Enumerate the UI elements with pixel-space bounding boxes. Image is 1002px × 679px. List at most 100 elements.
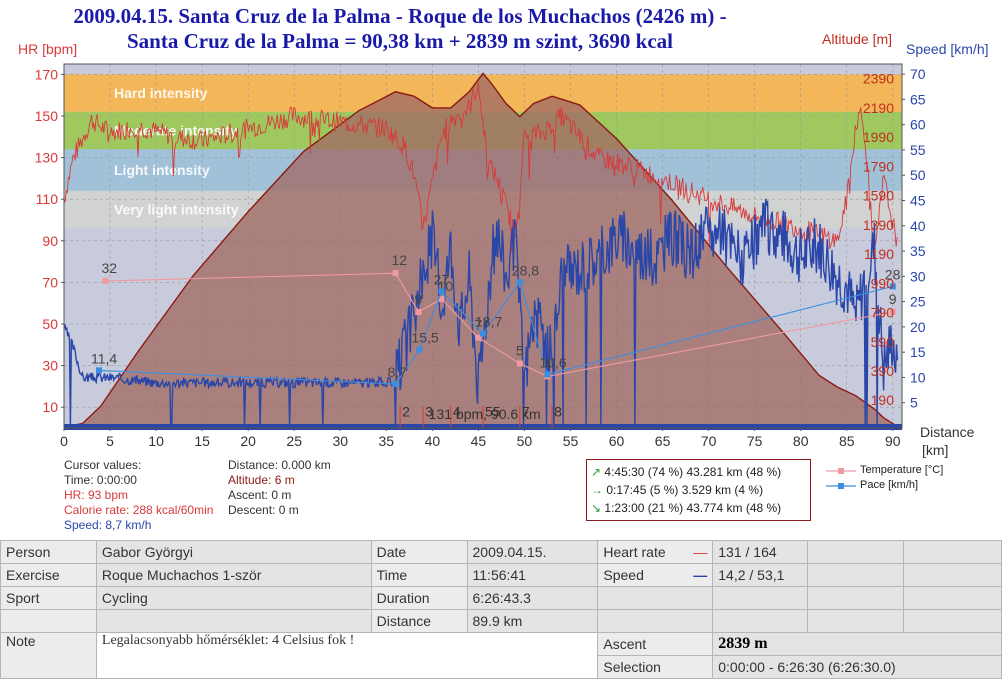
sport-label: Sport <box>0 586 97 610</box>
altitude-series <box>63 72 898 429</box>
slope-up-text: 4:45:30 (74 %) 43.281 km (48 %) <box>604 465 782 479</box>
date-value[interactable]: 2009.04.15. <box>466 540 599 564</box>
cursor-speed: Speed: 8,7 km/h <box>64 518 152 532</box>
pace-label: 27 <box>434 272 450 288</box>
speed-label: Speed — <box>597 563 714 587</box>
hr-tick-label: 50 <box>42 316 58 332</box>
exercise-label: Exercise <box>0 563 97 587</box>
distance-axis-unit: [km] <box>922 442 948 458</box>
speed-tick-label: 25 <box>910 294 926 310</box>
person-value[interactable]: Gabor Györgyi <box>95 540 372 564</box>
empty-cell <box>903 540 1002 564</box>
speed-tick-label: 35 <box>910 243 926 259</box>
empty-cell <box>597 586 714 610</box>
altitude-tick-label: 790 <box>871 305 895 321</box>
speed-value: 14,2 / 53,1 <box>712 563 809 587</box>
hr-tick-label: 70 <box>42 274 58 290</box>
distance-tick-label: 40 <box>425 433 441 449</box>
hr-line-icon: — <box>693 544 708 560</box>
slope-summary-box: ↗ 4:45:30 (74 %) 43.281 km (48 %) → 0:17… <box>586 459 811 521</box>
cursor-header: Cursor values: <box>64 458 142 472</box>
pace-point <box>889 283 896 290</box>
activity-chart[interactable]: Maximum intensityHard intensityModerate … <box>0 0 1002 540</box>
hr-line <box>63 82 898 267</box>
note-label: Note <box>0 632 97 679</box>
lap-number: 8 <box>554 404 562 420</box>
empty-cell <box>597 609 714 633</box>
altitude-tick-label: 190 <box>871 392 895 408</box>
time-label: Time <box>370 563 468 587</box>
slope-down-row: ↘ 1:23:00 (21 %) 43.774 km (48 %) <box>591 499 810 517</box>
temperature-point <box>438 296 445 303</box>
legend-temperature[interactable]: Temperature [°C] <box>826 463 943 478</box>
exercise-value[interactable]: Roque Muchachos 1-ször <box>95 563 372 587</box>
pace-series: 11,4 8,7 15,5 27 18,7 28,8 10,6 28 <box>91 262 901 388</box>
speed-tick-label: 20 <box>910 319 926 335</box>
info-row-1: Person Gabor Györgyi Date 2009.04.15. He… <box>0 540 1002 564</box>
altitude-tick-label: 1390 <box>863 217 894 233</box>
pace-label: 15,5 <box>411 330 438 346</box>
info-row-4: Distance 89.9 km <box>0 609 1002 633</box>
pace-point <box>95 367 102 374</box>
distance-tick-label: 70 <box>701 433 717 449</box>
temperature-label: 4 <box>543 355 551 371</box>
speed-tick-label: 65 <box>910 91 926 107</box>
arrow-right-icon: → <box>591 483 603 497</box>
pace-line <box>98 281 893 385</box>
temperature-label: 7 <box>474 317 482 333</box>
empty-cell <box>0 609 97 633</box>
hr-tick-label: 30 <box>42 358 58 374</box>
cursor-values-2: Distance: 0.000 km Altitude: 6 m Ascent:… <box>228 458 331 518</box>
temperature-line <box>105 272 893 377</box>
arrow-down-icon: ↘ <box>591 501 602 515</box>
temperature-label: 9 <box>889 291 897 307</box>
info-row-6: Selection 0:00:00 - 6:26:30 (6:26:30.0) <box>1 655 1002 679</box>
empty-cell <box>807 540 905 564</box>
cursor-hr: HR: 93 bpm <box>64 488 129 502</box>
altitude-tick-label: 2390 <box>863 71 894 87</box>
cursor-altitude: Altitude: 6 m <box>228 473 295 487</box>
info-row-5: Note Legalacsonyabb hőmérséklet: 4 Celsi… <box>0 632 1002 679</box>
lap-number: 4 <box>453 404 461 420</box>
date-label: Date <box>370 540 468 564</box>
speed-tick-label: 40 <box>910 218 926 234</box>
legend-pace-label: Pace [km/h] <box>860 479 919 491</box>
lap-number: 3 <box>425 404 433 420</box>
temperature-label: 12 <box>392 252 408 268</box>
altitude-line <box>63 72 898 428</box>
info-row-2: Exercise Roque Muchachos 1-ször Time 11:… <box>0 563 1002 587</box>
empty-cell <box>712 609 809 633</box>
pace-legend-icon <box>826 482 856 489</box>
sport-value[interactable]: Cycling <box>95 586 372 610</box>
empty-cell <box>903 609 1002 633</box>
empty-cell <box>807 586 905 610</box>
selection-value: 0:00:00 - 6:26:30 (6:26:30.0) <box>712 655 1002 679</box>
distance-tick-label: 35 <box>379 433 395 449</box>
pace-point <box>392 381 399 388</box>
time-value[interactable]: 11:56:41 <box>466 563 599 587</box>
legend-pace[interactable]: Pace [km/h] <box>826 478 943 493</box>
hr-tick-label: 130 <box>35 150 59 166</box>
chart-title: 2009.04.15. Santa Cruz de la Palma - Roq… <box>0 4 800 54</box>
empty-cell <box>903 563 1002 587</box>
lap-number: 2 <box>402 404 410 420</box>
ascent-label: Ascent <box>597 632 714 656</box>
speed-tick-label: 55 <box>910 142 926 158</box>
pace-point <box>438 288 445 295</box>
distance-tick-label: 0 <box>60 433 68 449</box>
speed-tick-label: 5 <box>910 395 918 411</box>
lap-number: 7 <box>522 404 530 420</box>
exercise-info-table: Person Gabor Györgyi Date 2009.04.15. He… <box>0 540 1002 679</box>
slope-flat-row: → 0:17:45 (5 %) 3.529 km (4 %) <box>591 481 810 499</box>
cursor-distance: Distance: 0.000 km <box>228 458 331 472</box>
distance-tick-label: 30 <box>332 433 348 449</box>
cursor-descent: Descent: 0 m <box>228 503 299 517</box>
altitude-tick-label: 590 <box>871 334 895 350</box>
altitude-tick-label: 1990 <box>863 129 894 145</box>
speed-line-icon: — <box>693 567 708 583</box>
note-value[interactable]: Legalacsonyabb hőmérséklet: 4 Celsius fo… <box>95 632 599 679</box>
selection-label: Selection <box>597 655 714 679</box>
cursor-values: Cursor values: Time: 0:00:00 HR: 93 bpm … <box>64 458 213 533</box>
empty-cell <box>807 609 905 633</box>
cursor-ascent: Ascent: 0 m <box>228 488 292 502</box>
